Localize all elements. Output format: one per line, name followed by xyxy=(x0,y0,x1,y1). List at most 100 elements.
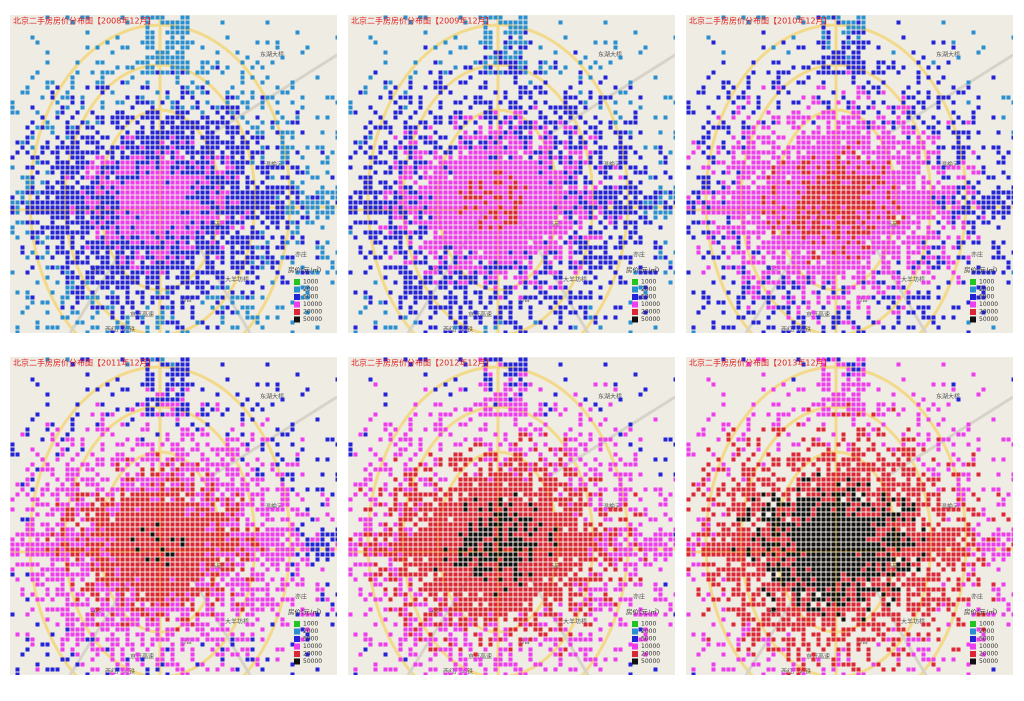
price-cell xyxy=(439,256,443,260)
price-cell xyxy=(727,96,731,100)
price-cell xyxy=(827,126,831,130)
price-cell xyxy=(31,131,35,135)
price-cell xyxy=(519,146,523,150)
price-cell xyxy=(16,211,20,215)
price-cell xyxy=(36,321,40,325)
price-cell xyxy=(281,281,285,285)
price-cell xyxy=(639,51,643,55)
price-cell xyxy=(439,166,443,170)
price-cell xyxy=(261,256,265,260)
price-cell xyxy=(569,171,573,175)
price-cell xyxy=(206,151,210,155)
price-cell xyxy=(444,286,448,290)
price-cell xyxy=(489,266,493,270)
price-cell xyxy=(619,306,623,310)
price-cell xyxy=(206,116,210,120)
price-cell xyxy=(201,206,205,210)
price-cell xyxy=(832,276,836,280)
price-cell xyxy=(484,81,488,85)
price-cell xyxy=(599,151,603,155)
price-cell xyxy=(812,291,816,295)
price-cell xyxy=(11,231,15,235)
price-cell xyxy=(524,206,528,210)
price-cell xyxy=(479,226,483,230)
price-cell xyxy=(56,236,60,240)
price-cell xyxy=(434,326,438,330)
price-cell xyxy=(41,96,45,100)
price-cell xyxy=(126,136,130,140)
price-cell xyxy=(424,256,428,260)
price-cell xyxy=(802,211,806,215)
price-cell xyxy=(409,126,413,130)
price-cell xyxy=(296,171,300,175)
price-cell xyxy=(589,206,593,210)
price-cell xyxy=(574,201,578,205)
price-cell xyxy=(459,156,463,160)
price-cell xyxy=(524,236,528,240)
price-cell xyxy=(469,246,473,250)
price-cell xyxy=(191,161,195,165)
price-cell xyxy=(394,236,398,240)
price-cell xyxy=(364,181,368,185)
price-cell xyxy=(296,111,300,115)
price-cell xyxy=(171,121,175,125)
price-cell xyxy=(564,106,568,110)
price-cell xyxy=(111,296,115,300)
price-cell xyxy=(71,196,75,200)
price-cell xyxy=(236,186,240,190)
price-cell xyxy=(136,271,140,275)
price-cell xyxy=(409,76,413,80)
price-cell xyxy=(504,121,508,125)
price-cell xyxy=(41,151,45,155)
price-cell xyxy=(206,181,210,185)
price-cell xyxy=(151,131,155,135)
price-cell xyxy=(206,231,210,235)
price-cell xyxy=(439,81,443,85)
price-cell xyxy=(211,181,215,185)
price-cell xyxy=(399,146,403,150)
price-cell xyxy=(827,31,831,35)
price-cell xyxy=(156,131,160,135)
price-cell xyxy=(76,156,80,160)
price-cell xyxy=(479,301,483,305)
price-cell xyxy=(76,231,80,235)
price-cell xyxy=(241,306,245,310)
price-cell xyxy=(146,276,150,280)
price-cell xyxy=(121,211,125,215)
price-cell xyxy=(196,171,200,175)
price-cell xyxy=(176,31,180,35)
price-cell xyxy=(499,21,503,25)
price-cell xyxy=(151,171,155,175)
price-cell xyxy=(559,116,563,120)
price-cell xyxy=(742,316,746,320)
price-cell xyxy=(737,181,741,185)
price-cell xyxy=(121,236,125,240)
price-cell xyxy=(221,161,225,165)
price-cell xyxy=(251,266,255,270)
price-cell xyxy=(311,196,315,200)
price-cell xyxy=(434,156,438,160)
price-cell xyxy=(116,126,120,130)
price-cell xyxy=(459,126,463,130)
price-cell xyxy=(832,166,836,170)
price-cell xyxy=(584,246,588,250)
price-cell xyxy=(394,156,398,160)
price-cell xyxy=(444,201,448,205)
price-cell xyxy=(837,121,841,125)
price-cell xyxy=(599,191,603,195)
price-cell xyxy=(26,256,30,260)
price-cell xyxy=(409,311,413,315)
price-cell xyxy=(594,136,598,140)
price-cell xyxy=(379,211,383,215)
price-cell xyxy=(196,191,200,195)
price-cell xyxy=(71,286,75,290)
price-cell xyxy=(509,61,513,65)
price-cell xyxy=(807,211,811,215)
price-cell xyxy=(256,246,260,250)
price-cell xyxy=(837,61,841,65)
price-cell xyxy=(66,196,70,200)
price-cell xyxy=(797,171,801,175)
price-cell xyxy=(732,251,736,255)
price-cell xyxy=(216,211,220,215)
price-cell xyxy=(211,151,215,155)
